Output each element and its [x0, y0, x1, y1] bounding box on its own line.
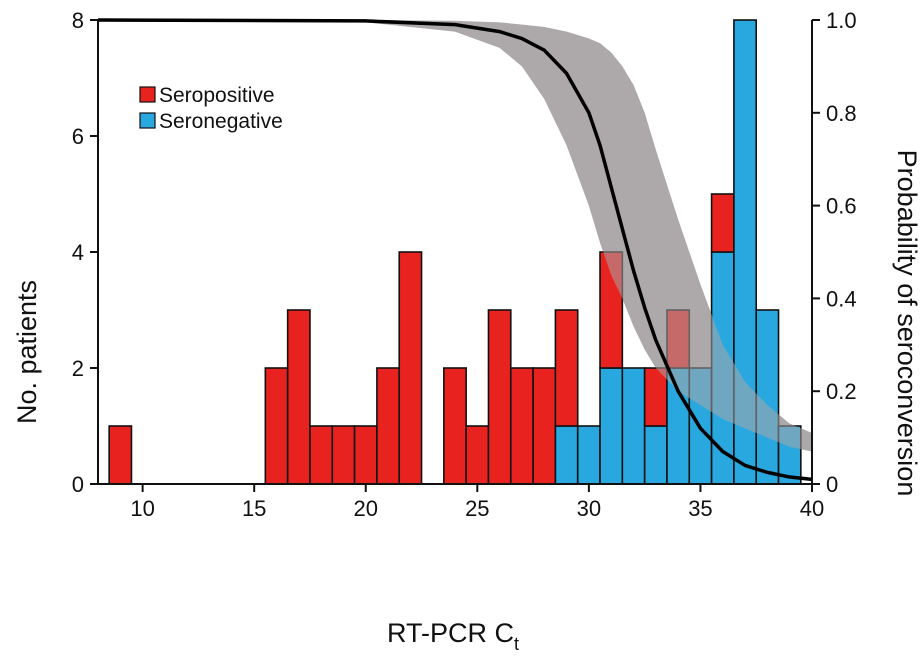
confidence-band-overlay — [98, 20, 812, 452]
y2-tick-label-4: 0.8 — [826, 101, 857, 126]
x-tick-label-15: 15 — [242, 496, 266, 521]
legend-swatch-seropositive — [139, 86, 156, 103]
bar-seronegative-ct-31 — [599, 367, 624, 485]
x-tick-label-30: 30 — [577, 496, 601, 521]
x-tick-label-20: 20 — [354, 496, 378, 521]
x-axis-title-subscript: t — [514, 634, 519, 654]
y2-tick-label-5: 1.0 — [826, 8, 857, 33]
y-tick-label-2: 2 — [72, 356, 84, 381]
x-tick-label-40: 40 — [800, 496, 824, 521]
legend-swatch-seronegative — [139, 112, 156, 129]
y-tick-label-0: 0 — [72, 472, 84, 497]
y-tick-label-6: 6 — [72, 124, 84, 149]
bar-seropositive-ct-26 — [487, 309, 512, 485]
bar-seropositive-ct-16 — [264, 367, 289, 485]
legend-label-seronegative: Seronegative — [159, 110, 283, 133]
curve-layer — [97, 18, 813, 482]
bar-seropositive-ct-24 — [443, 367, 467, 485]
y2-tick-label-3: 0.6 — [826, 194, 857, 219]
bar-seropositive-ct-17 — [286, 309, 311, 485]
legend: Seropositive Seronegative — [139, 84, 283, 133]
bar-seronegative-ct-32 — [621, 367, 646, 485]
bar-seropositive-ct-29 — [554, 309, 579, 427]
x-tick-label-35: 35 — [688, 496, 712, 521]
y-tick-label-8: 8 — [72, 8, 84, 33]
bars-layer — [98, 19, 812, 485]
x-tick-label-10: 10 — [130, 496, 154, 521]
bar-seropositive-ct-33 — [643, 367, 668, 427]
bar-seropositive-ct-19 — [331, 425, 356, 485]
bar-seropositive-ct-25 — [465, 425, 490, 485]
probability-curve — [97, 18, 813, 482]
bar-seronegative-ct-30 — [576, 425, 601, 485]
bar-seropositive-ct-20 — [353, 425, 378, 485]
bar-seropositive-ct-22 — [398, 251, 423, 485]
y2-tick-label-2: 0.4 — [826, 286, 857, 311]
bar-seronegative-ct-33 — [643, 425, 668, 485]
bar-seropositive-ct-36 — [710, 193, 735, 253]
y2-tick-label-0: 0 — [826, 472, 838, 497]
y2-tick-label-1: 0.2 — [826, 379, 857, 404]
y-tick-label-4: 4 — [72, 240, 84, 265]
legend-label-seropositive: Seropositive — [159, 84, 275, 107]
y-axis-title: No. patients — [12, 280, 42, 424]
bar-seropositive-ct-9 — [108, 425, 133, 485]
y2-axis-title: Probability of seroconversion — [892, 150, 922, 497]
bar-seropositive-ct-28 — [532, 367, 557, 485]
x-tick-label-25: 25 — [465, 496, 489, 521]
bar-seropositive-ct-18 — [309, 425, 334, 485]
x-axis-title: RT-PCR Ct — [387, 618, 519, 654]
bar-seronegative-ct-29 — [554, 425, 579, 485]
bar-seropositive-ct-27 — [509, 367, 534, 485]
bar-seropositive-ct-21 — [376, 367, 401, 485]
